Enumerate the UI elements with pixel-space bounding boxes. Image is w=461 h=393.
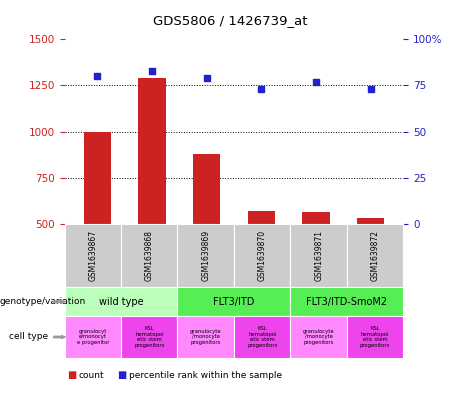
Bar bbox=[83, 132, 111, 224]
Point bbox=[203, 75, 210, 81]
Text: KSL
hematopoi
etic stem
progenitors: KSL hematopoi etic stem progenitors bbox=[134, 326, 165, 348]
Bar bbox=[357, 219, 384, 224]
Bar bbox=[193, 154, 220, 224]
Text: cell type: cell type bbox=[9, 332, 48, 342]
Text: GSM1639872: GSM1639872 bbox=[371, 230, 380, 281]
Text: GSM1639871: GSM1639871 bbox=[314, 230, 323, 281]
Text: percentile rank within the sample: percentile rank within the sample bbox=[129, 371, 282, 380]
Text: GSM1639868: GSM1639868 bbox=[145, 230, 154, 281]
Text: GSM1639870: GSM1639870 bbox=[258, 230, 267, 281]
Text: KSL
hematopoi
etic stem
progenitors: KSL hematopoi etic stem progenitors bbox=[247, 326, 278, 348]
Text: GSM1639867: GSM1639867 bbox=[88, 230, 97, 281]
Text: count: count bbox=[78, 371, 104, 380]
Text: GSM1639869: GSM1639869 bbox=[201, 230, 210, 281]
Bar bbox=[248, 211, 275, 224]
Text: GDS5806 / 1426739_at: GDS5806 / 1426739_at bbox=[153, 14, 308, 27]
Bar bbox=[302, 212, 330, 224]
Text: granulocyt
e/monocyt
e progenitor: granulocyt e/monocyt e progenitor bbox=[77, 329, 109, 345]
Text: FLT3/ITD: FLT3/ITD bbox=[213, 297, 254, 307]
Bar bbox=[138, 78, 165, 224]
Point bbox=[367, 86, 374, 92]
Text: KSL
hematopoi
etic stem
progenitors: KSL hematopoi etic stem progenitors bbox=[360, 326, 390, 348]
Text: ■: ■ bbox=[67, 370, 76, 380]
Point bbox=[258, 86, 265, 92]
Text: granulocyte
/monocyte
progenitors: granulocyte /monocyte progenitors bbox=[303, 329, 335, 345]
Point bbox=[312, 79, 319, 85]
Text: ■: ■ bbox=[118, 370, 127, 380]
Point bbox=[94, 73, 101, 79]
Text: wild type: wild type bbox=[99, 297, 143, 307]
Text: genotype/variation: genotype/variation bbox=[0, 297, 86, 306]
Text: FLT3/ITD-SmoM2: FLT3/ITD-SmoM2 bbox=[307, 297, 387, 307]
Point bbox=[148, 68, 156, 74]
Text: granulocyte
/monocyte
progenitors: granulocyte /monocyte progenitors bbox=[190, 329, 222, 345]
